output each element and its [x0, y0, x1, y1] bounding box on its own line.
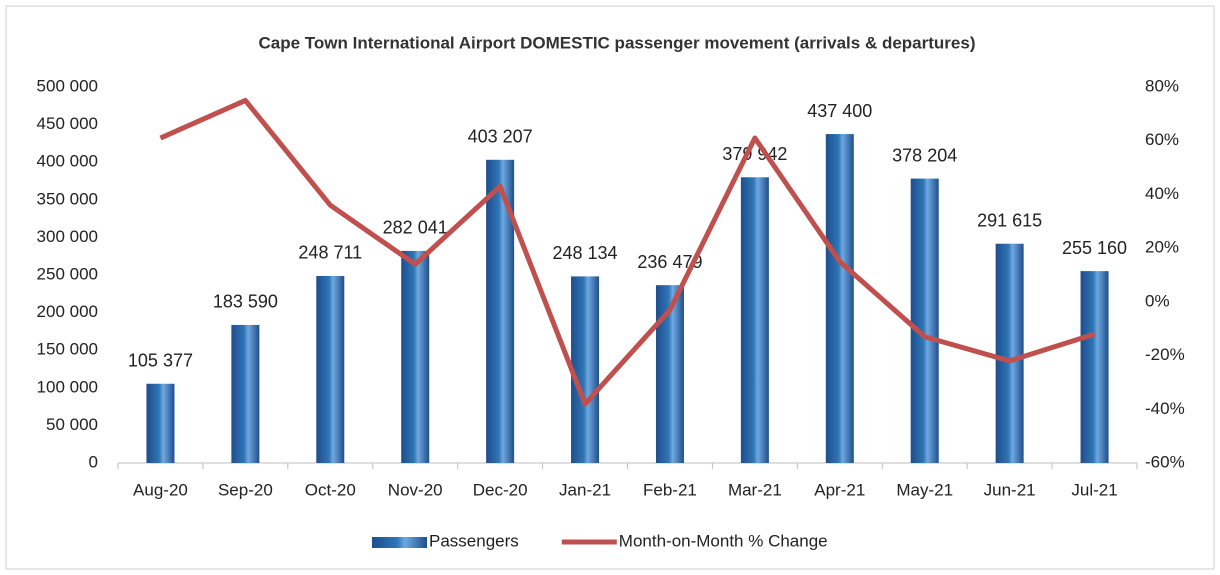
data-label: 291 615 — [977, 210, 1042, 230]
data-label: 403 207 — [468, 127, 533, 147]
bar — [146, 383, 175, 463]
data-label: 282 041 — [383, 218, 448, 238]
y-tick-label: 250 000 — [37, 264, 98, 283]
bar — [401, 250, 430, 463]
y-tick-label: 150 000 — [37, 340, 98, 359]
y-tick-label: 350 000 — [37, 189, 98, 208]
line-series — [159, 97, 1096, 407]
x-tick-label: Feb-21 — [643, 480, 697, 499]
x-tick-label: Jan-21 — [559, 480, 611, 499]
legend-swatch — [372, 537, 427, 548]
bar — [995, 243, 1024, 463]
bar — [910, 178, 939, 464]
bar — [1080, 271, 1109, 463]
y-tick-label: 100 000 — [37, 377, 98, 396]
data-label: 183 590 — [213, 292, 278, 312]
x-tick-label: May-21 — [896, 480, 953, 499]
x-tick-label: Apr-21 — [814, 480, 865, 499]
x-tick-label: Aug-20 — [133, 480, 188, 499]
y2-tick-label: -60% — [1145, 452, 1185, 471]
bar — [316, 275, 345, 463]
y2-tick-label: -40% — [1145, 399, 1185, 418]
data-label: 437 400 — [807, 101, 872, 121]
data-label: 248 711 — [298, 243, 362, 263]
y2-tick-label: 60% — [1145, 130, 1179, 149]
data-label: 255 160 — [1062, 238, 1127, 258]
y2-tick-label: -20% — [1145, 345, 1185, 364]
x-tick-label: Nov-20 — [388, 480, 443, 499]
x-tick-label: Jul-21 — [1071, 480, 1117, 499]
bar — [825, 134, 854, 463]
data-label: 248 134 — [553, 243, 618, 263]
y2-tick-label: 0% — [1145, 291, 1170, 310]
y-tick-label: 450 000 — [37, 114, 98, 133]
chart-title: Cape Town International Airport DOMESTIC… — [259, 33, 976, 52]
data-label: 379 942 — [722, 144, 787, 164]
y-tick-label: 400 000 — [37, 152, 98, 171]
bar — [655, 285, 684, 463]
data-label: 236 479 — [637, 252, 702, 272]
y2-tick-label: 20% — [1145, 238, 1179, 257]
bar — [231, 324, 260, 463]
x-tick-label: Mar-21 — [728, 480, 782, 499]
y2-tick-label: 40% — [1145, 184, 1179, 203]
y-tick-label: 300 000 — [37, 227, 98, 246]
data-label: 105 377 — [128, 351, 193, 371]
y-tick-label: 200 000 — [37, 302, 98, 321]
data-label: 378 204 — [892, 145, 957, 165]
y-tick-label: 0 — [89, 452, 98, 471]
bar — [571, 276, 600, 463]
legend-label: Month-on-Month % Change — [619, 531, 828, 550]
x-tick-label: Oct-20 — [305, 480, 356, 499]
y2-tick-label: 80% — [1145, 76, 1179, 95]
y-tick-label: 50 000 — [46, 415, 98, 434]
x-tick-label: Dec-20 — [473, 480, 528, 499]
legend-label: Passengers — [429, 531, 519, 550]
x-tick-label: Jun-21 — [984, 480, 1036, 499]
bar — [740, 177, 769, 463]
y-tick-label: 500 000 — [37, 76, 98, 95]
x-tick-label: Sep-20 — [218, 480, 273, 499]
